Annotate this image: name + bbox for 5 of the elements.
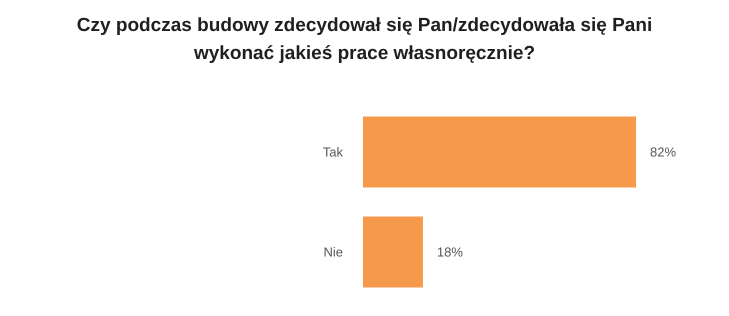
data-label: 18%: [436, 244, 464, 260]
y-tick-label: Tak: [322, 144, 344, 160]
data-label: 82%: [650, 144, 676, 160]
chart-title: Czy podczas budowy zdecydował się Pan/zdecydowała się Pani wykonać jakieś prace własnoręcznie?: [76, 14, 654, 66]
y-tick-label: Nie: [323, 244, 343, 260]
